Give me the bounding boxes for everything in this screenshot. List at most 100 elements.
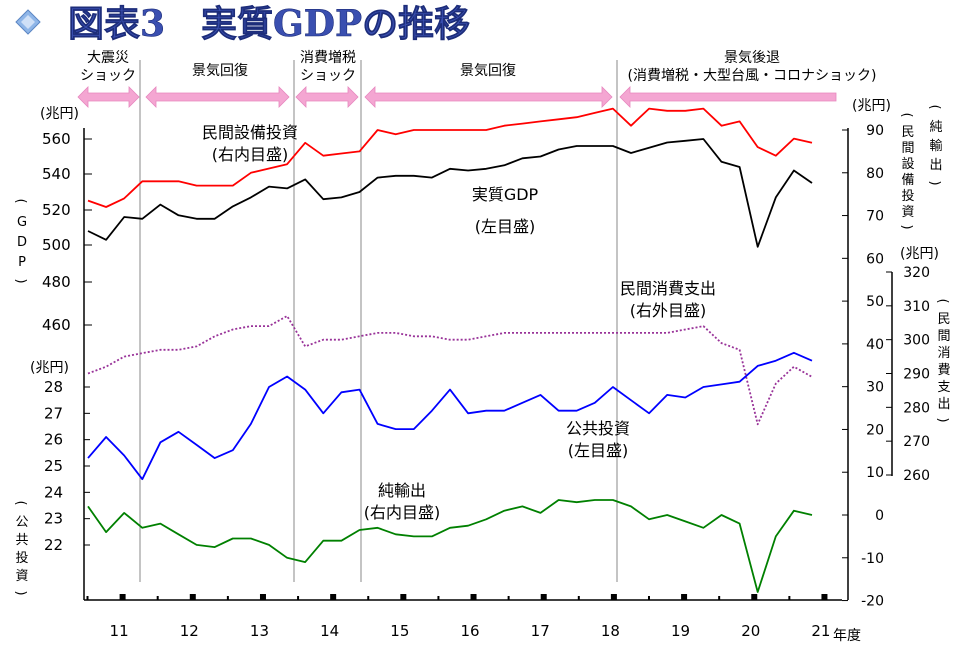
svg-text:費: 費 [937, 363, 950, 378]
x-tick [86, 596, 89, 600]
x-axis-label: 年度 [833, 628, 861, 644]
series-scale-note: (左目盛) [568, 441, 629, 460]
rin-tick-label: 90 [866, 123, 884, 139]
series-line-純輸出 [87, 499, 813, 593]
series-name-label: 純輸出 [378, 481, 426, 500]
series-scale-note: (右内目盛) [364, 503, 441, 522]
rin-tick-label: 0 [875, 508, 884, 524]
series-scale-note: (右外目盛) [630, 301, 707, 320]
pub-axis-label: (公共投資) [13, 500, 29, 595]
x-tick-label: 21 [811, 622, 830, 640]
x-tick-label: 14 [320, 622, 339, 640]
pub-unit-label: (兆円) [30, 360, 69, 376]
rin-unit-label: (兆円) [852, 98, 891, 114]
svg-text:公: 公 [15, 515, 28, 530]
x-tick [156, 596, 159, 600]
x-tick [470, 594, 477, 600]
series-scale-note: (左目盛) [475, 217, 536, 236]
svg-text:P: P [18, 255, 26, 270]
rout-tick-label: 270 [903, 434, 930, 450]
x-tick [647, 596, 650, 600]
rin-tick-label: 70 [866, 209, 884, 225]
x-tick-label: 17 [531, 622, 550, 640]
svg-text:G: G [17, 215, 27, 230]
svg-text:間: 間 [901, 141, 914, 156]
phase-label: 大震災 [87, 50, 129, 66]
gdp-tick-label: 520 [42, 201, 71, 219]
svg-text:資: 資 [901, 205, 914, 220]
x-tick [821, 594, 828, 600]
x-tick [226, 596, 229, 600]
svg-text:D: D [17, 235, 27, 250]
svg-text:設: 設 [901, 156, 914, 172]
x-tick-label: 13 [250, 622, 269, 640]
svg-text:支: 支 [937, 380, 950, 395]
phase-label: ショック [80, 68, 136, 84]
svg-text:(: ( [899, 112, 914, 117]
rin-tick-label: -20 [861, 594, 884, 610]
x-tick [540, 594, 547, 600]
gdp-axis-label: ( GDP) [13, 198, 28, 283]
svg-text:(: ( [927, 104, 942, 109]
pub-tick-label: 28 [44, 378, 63, 396]
pub-tick-label: 25 [44, 457, 63, 475]
series-name-label: 民間消費支出 [620, 279, 716, 298]
svg-text:(: ( [13, 198, 28, 203]
x-tick [437, 596, 440, 600]
svg-text:純: 純 [929, 120, 942, 135]
rout-tick-label: 320 [903, 265, 930, 281]
svg-text:間: 間 [937, 329, 950, 344]
x-tick [330, 594, 337, 600]
gdp-tick-label: 460 [42, 316, 71, 334]
phase-label: ショック [300, 68, 356, 84]
series-annotations: 実質GDP (左目盛) 民間設備投資 (右内目盛) 民間消費支出 (右外目盛) 公共投資 (左… [202, 123, 716, 522]
rout-tick-label: 290 [903, 367, 930, 383]
rin-tick-label: 60 [866, 251, 884, 267]
svg-text:共: 共 [15, 533, 28, 548]
series-scale-note: (右内目盛) [212, 145, 289, 164]
x-tick [367, 596, 370, 600]
rin-tick-label: 80 [866, 166, 884, 182]
rin-tick-label: 10 [866, 465, 884, 481]
x-tick-label: 19 [671, 622, 690, 640]
x-tick-label: 16 [460, 622, 479, 640]
svg-text:): ) [13, 278, 28, 283]
axes: (兆円)460480500520540560(GDP)(兆円)222324252… [13, 98, 951, 644]
x-tick-label: 18 [601, 622, 620, 640]
svg-text:民: 民 [937, 312, 950, 327]
phase-label: 景気回復 [192, 62, 248, 79]
gdp-tick-label: 480 [42, 273, 71, 291]
rout-unit-label: (兆円) [900, 246, 939, 262]
svg-text:消: 消 [937, 346, 950, 361]
x-tick [119, 594, 126, 600]
x-tick [259, 594, 266, 600]
gdp-tick-label: 500 [42, 236, 71, 254]
series-line-実質GDP [87, 138, 813, 248]
x-tick [718, 596, 721, 600]
pub-tick-label: 22 [44, 536, 63, 554]
x-tick [507, 596, 510, 600]
phase-label: 景気回復 [460, 62, 516, 79]
rout-tick-label: 300 [903, 333, 930, 349]
x-tick [751, 594, 758, 600]
rin-tick-label: 50 [866, 294, 884, 310]
x-tick-label: 20 [741, 622, 760, 640]
capex-axis-label: (民間設備投資) [899, 112, 915, 229]
rout-tick-label: 260 [903, 468, 930, 484]
phase-label: (消費増税・大型台風・コロナショック) [628, 68, 877, 84]
x-tick [577, 596, 580, 600]
gdp-unit-label: (兆円) [40, 106, 79, 122]
x-tick-label: 15 [390, 622, 409, 640]
title-diamond-icon [15, 9, 41, 35]
pub-tick-label: 23 [44, 510, 63, 528]
rin-tick-label: 40 [866, 337, 884, 353]
rin-tick-label: 20 [866, 422, 884, 438]
svg-text:投: 投 [901, 188, 914, 204]
pub-tick-label: 27 [44, 404, 63, 422]
x-tick-label: 11 [110, 622, 129, 640]
series-line-民間消費支出 [87, 315, 813, 426]
chart-title: 図表3 実質GDPの推移 [68, 3, 470, 45]
svg-text:投: 投 [15, 550, 28, 566]
